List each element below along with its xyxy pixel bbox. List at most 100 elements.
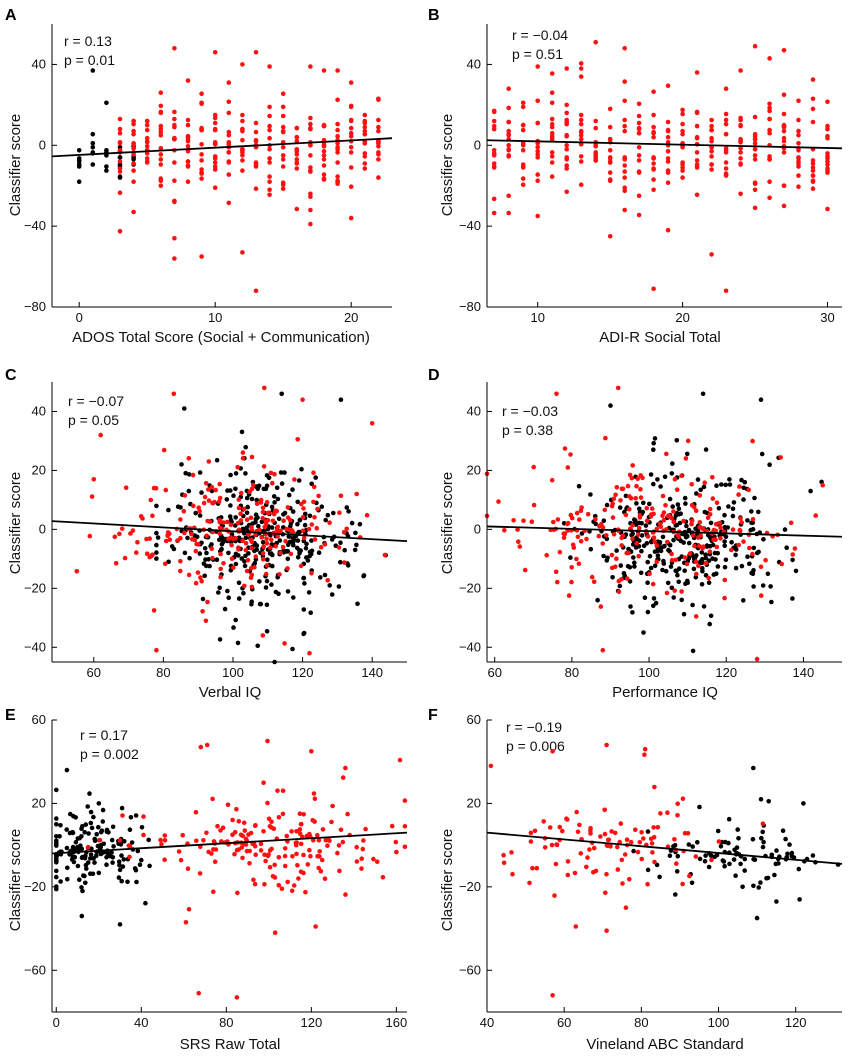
data-point	[709, 123, 714, 129]
data-point	[607, 234, 613, 239]
data-point	[131, 118, 136, 124]
data-point	[210, 555, 215, 561]
data-point	[233, 486, 238, 492]
data-point	[612, 830, 618, 836]
data-point	[672, 843, 678, 848]
data-point	[308, 64, 313, 69]
data-point	[144, 118, 150, 124]
data-point	[647, 501, 652, 507]
data-point	[718, 536, 723, 541]
data-point	[635, 476, 640, 482]
data-point	[228, 503, 233, 508]
data-point	[158, 103, 164, 109]
data-point	[636, 193, 642, 199]
data-point	[641, 543, 647, 549]
data-point	[767, 195, 772, 201]
data-point	[651, 603, 656, 609]
data-point	[85, 844, 91, 850]
data-point	[750, 551, 755, 557]
y-tick-label: −20	[24, 580, 46, 595]
data-point	[76, 162, 82, 167]
data-point	[665, 119, 671, 125]
data-point	[760, 583, 766, 588]
data-point	[639, 533, 645, 538]
data-point	[607, 148, 613, 153]
data-point	[577, 517, 582, 522]
data-point	[131, 128, 136, 134]
data-point	[369, 421, 375, 426]
data-point	[645, 609, 651, 615]
data-point	[699, 560, 705, 566]
data-point	[626, 546, 631, 552]
data-point	[679, 597, 684, 603]
data-point	[140, 516, 145, 521]
data-point	[253, 163, 259, 168]
data-point	[622, 207, 627, 213]
data-point	[131, 209, 136, 215]
data-point	[261, 544, 267, 550]
data-point	[520, 176, 526, 181]
data-point	[236, 545, 241, 550]
data-point	[745, 518, 750, 523]
data-point	[288, 539, 293, 545]
data-point	[199, 158, 204, 163]
y-tick-label: 20	[467, 795, 481, 810]
data-point	[307, 513, 313, 519]
x-tick-label: 120	[785, 1015, 807, 1030]
data-point	[109, 850, 114, 855]
data-point	[282, 863, 288, 869]
data-point	[110, 824, 116, 830]
data-point	[131, 161, 136, 166]
data-point	[598, 834, 603, 839]
data-point	[651, 166, 656, 171]
data-point	[574, 556, 579, 562]
data-point	[738, 138, 743, 144]
data-point	[723, 839, 728, 845]
data-point	[212, 156, 218, 161]
data-point	[308, 115, 313, 121]
data-point	[667, 496, 673, 502]
data-point	[183, 470, 188, 476]
data-point	[227, 514, 233, 519]
data-point	[680, 111, 685, 117]
data-point	[603, 435, 608, 441]
data-point	[189, 537, 195, 542]
data-point	[240, 137, 245, 143]
data-point	[622, 128, 627, 134]
data-point	[650, 581, 656, 587]
data-point	[693, 508, 699, 513]
data-point	[796, 128, 801, 134]
data-point	[562, 531, 568, 537]
data-point	[793, 568, 799, 574]
data-point	[573, 924, 579, 929]
data-point	[267, 123, 272, 129]
data-point	[660, 513, 665, 519]
data-point	[520, 142, 526, 147]
data-point	[154, 542, 159, 548]
data-point	[301, 630, 307, 636]
data-point	[665, 149, 671, 154]
data-point	[700, 568, 705, 574]
data-point	[311, 838, 316, 843]
data-point	[380, 874, 386, 880]
data-point	[235, 890, 240, 896]
data-point	[158, 152, 164, 157]
data-point	[86, 831, 91, 836]
data-point	[176, 849, 182, 854]
data-point	[740, 884, 745, 890]
data-point	[741, 497, 746, 502]
data-point	[308, 169, 313, 174]
data-point	[303, 511, 308, 517]
data-point	[578, 132, 584, 138]
data-point	[236, 596, 242, 601]
data-point	[247, 848, 252, 854]
data-point	[297, 517, 303, 523]
data-point	[144, 551, 150, 556]
data-point	[193, 810, 199, 815]
data-point	[608, 403, 613, 408]
data-point	[119, 878, 124, 884]
data-point	[311, 499, 316, 505]
data-point	[616, 589, 622, 595]
data-point	[280, 164, 286, 169]
data-point	[178, 505, 183, 510]
